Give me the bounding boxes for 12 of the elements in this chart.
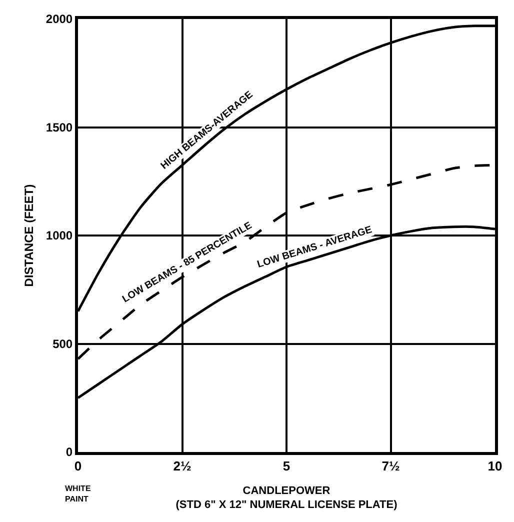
- y-tick-label: 0: [66, 445, 73, 460]
- x-tick-label: 5: [282, 458, 290, 474]
- y-tick-label: 1500: [46, 120, 73, 134]
- x-tick-label: 10: [488, 458, 502, 474]
- x-axis-title: CANDLEPOWER (STD 6" X 12" NUMERAL LICENSE PLATE): [176, 484, 398, 512]
- x-tick-label: 2½: [173, 458, 192, 474]
- text: WHITE PAINT: [65, 484, 92, 504]
- y-tick-label: 2000: [46, 12, 73, 26]
- y-tick-label: 1000: [46, 228, 73, 243]
- y-axis-title: DISTANCE (FEET): [22, 184, 36, 287]
- y-tick-label: 500: [52, 336, 73, 351]
- x-tick-label: 7½: [382, 458, 400, 474]
